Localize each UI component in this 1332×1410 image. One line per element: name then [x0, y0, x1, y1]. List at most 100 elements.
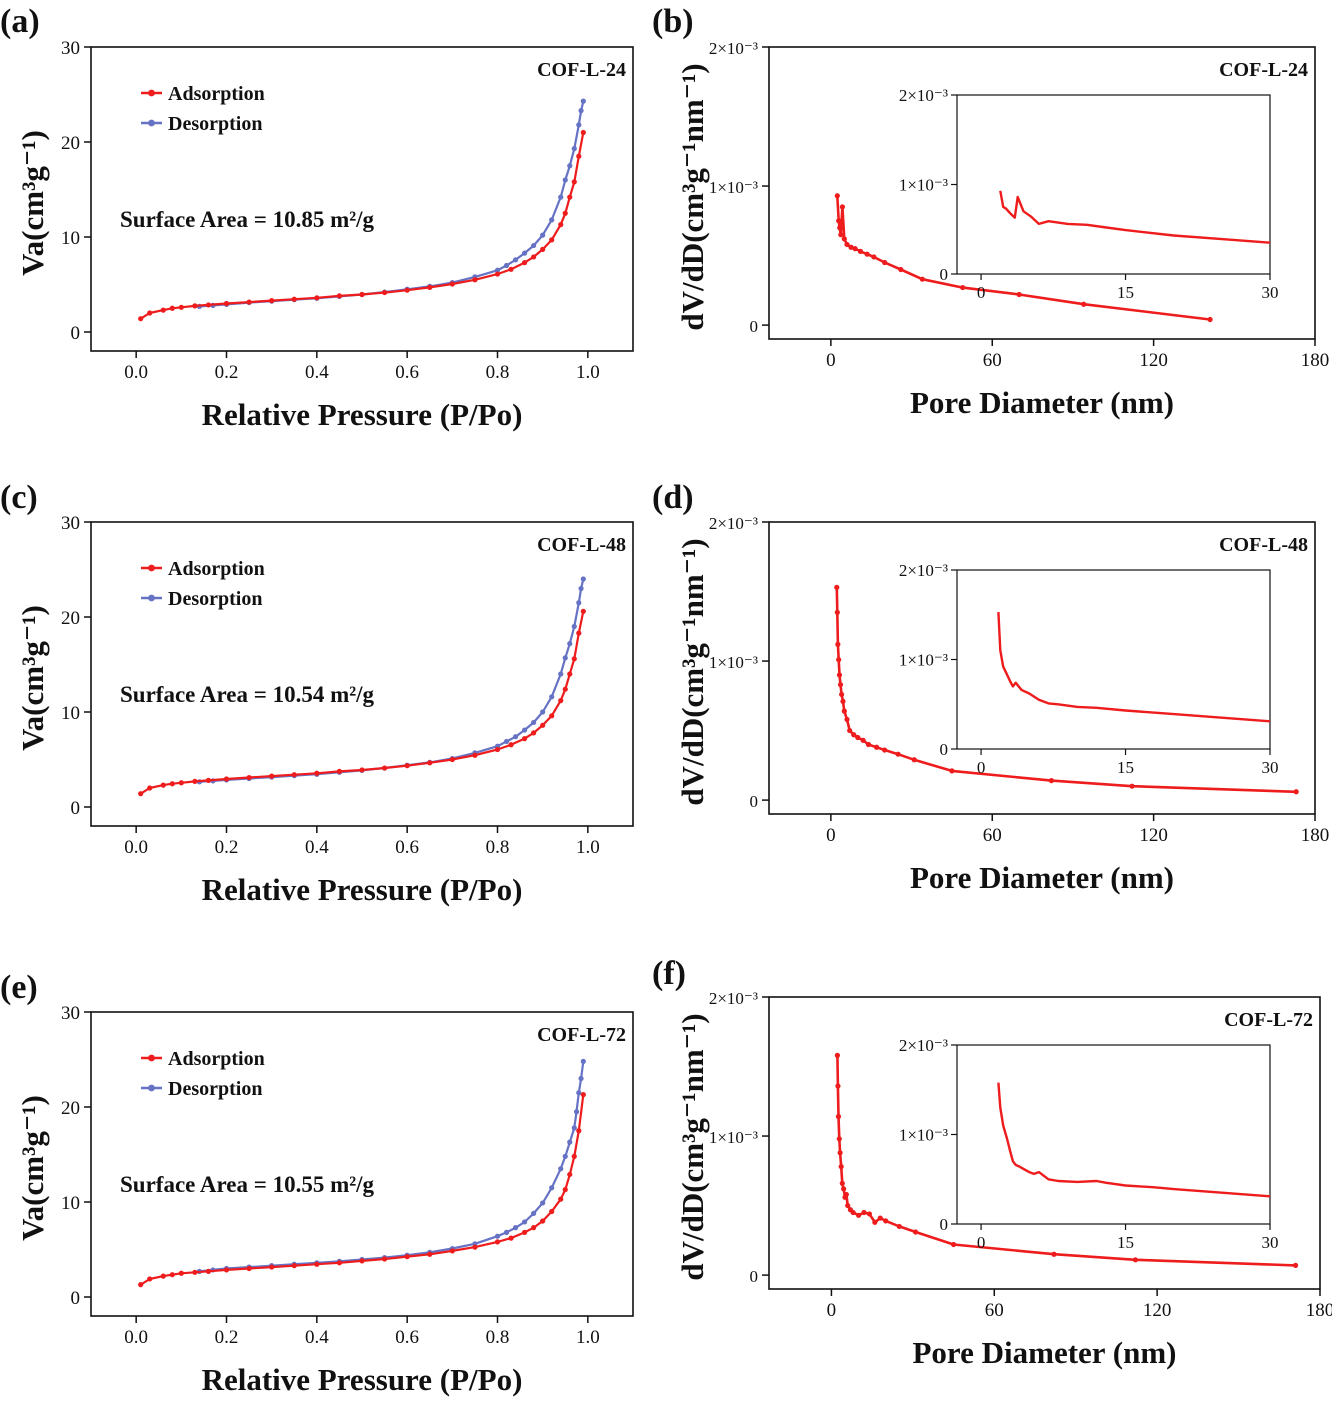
desorption-point: [580, 576, 586, 582]
panel-label: (d): [652, 479, 694, 516]
legend: Adsorption Desorption: [141, 83, 265, 135]
adsorption-point: [540, 246, 546, 252]
pore-size-distribution-point: [844, 716, 850, 723]
y-tick-label: 2×10⁻³: [709, 989, 758, 1008]
desorption-point: [549, 217, 555, 223]
adsorption-point: [571, 1153, 577, 1159]
adsorption-point: [138, 316, 144, 322]
adsorption-point: [205, 1268, 212, 1274]
pore-size-distribution-point: [847, 727, 853, 734]
inset-pore-size-distribution-line: [997, 612, 1271, 723]
panel-f: (f) 0 60 120 180 0 1×10⁻³ 2×10⁻³ Pore Diameter (…: [652, 955, 1332, 1370]
adsorption-point: [567, 1171, 573, 1178]
desorption-point: [522, 1219, 528, 1225]
adsorption-point: [562, 210, 568, 216]
legend-label: Adsorption: [168, 558, 265, 580]
x-axis-title: Pore Diameter (nm): [913, 1335, 1177, 1370]
pore-size-distribution-point: [837, 682, 844, 688]
adsorption-point: [169, 305, 175, 311]
inset-y-tick-label: 0: [940, 1215, 949, 1234]
inset-x-tick-label: 0: [977, 283, 986, 302]
pore-size-distribution-point: [851, 732, 857, 738]
adsorption-point: [427, 1251, 433, 1257]
desorption-point: [522, 727, 528, 733]
pore-size-distribution-point: [834, 193, 840, 199]
pore-size-distribution-point: [845, 1202, 851, 1209]
desorption-point: [540, 232, 546, 238]
adsorption-point: [178, 780, 184, 786]
adsorption-point: [449, 756, 455, 763]
y-tick-label: 10: [61, 703, 80, 724]
pore-size-distribution-point: [960, 284, 966, 291]
desorption-point: [531, 242, 537, 249]
adsorption-point: [314, 1261, 320, 1267]
legend-swatch-marker: [148, 119, 155, 127]
desorption-point: [571, 623, 577, 630]
adsorption-point: [567, 194, 573, 200]
adsorption-point: [192, 778, 198, 784]
desorption-point: [576, 122, 582, 128]
x-tick-label: 120: [1139, 350, 1168, 371]
pore-size-distribution-point: [835, 641, 841, 647]
adsorption-point: [549, 1208, 555, 1215]
adsorption-point: [580, 608, 586, 614]
x-tick-label: 60: [983, 825, 1002, 846]
pore-size-distribution-point: [919, 276, 925, 282]
adsorption-point: [205, 777, 212, 784]
pore-size-distribution-point: [834, 584, 840, 590]
y-tick-label: 0: [71, 798, 81, 819]
x-tick-label: 60: [985, 1300, 1004, 1321]
x-tick-label: 0.4: [305, 837, 329, 858]
x-tick-label: 0.2: [215, 837, 239, 858]
pore-size-distribution-point: [911, 757, 917, 763]
adsorption-point: [223, 776, 230, 782]
adsorption-point: [531, 730, 537, 736]
pore-size-distribution-point: [882, 747, 888, 753]
desorption-point: [571, 1125, 577, 1131]
adsorption-point: [138, 791, 144, 797]
y-tick-label: 1×10⁻³: [709, 1128, 758, 1147]
adsorption-point: [314, 295, 320, 301]
inset-frame: [956, 94, 1271, 275]
adsorption-point: [336, 1260, 343, 1266]
adsorption-point: [291, 296, 297, 302]
x-tick-label: 1.0: [576, 1327, 600, 1348]
panel-label: (b): [652, 3, 694, 40]
x-tick-label: 0.8: [486, 1327, 510, 1348]
pore-size-distribution-point: [860, 737, 866, 743]
pore-size-distribution-point: [864, 251, 870, 257]
y-tick-label: 20: [61, 608, 80, 629]
inset-x-tick-label: 15: [1117, 758, 1134, 777]
y-tick-label: 30: [61, 1003, 80, 1024]
y-axis-title: dV/dD(cm³g⁻¹nm⁻¹): [675, 63, 710, 330]
pore-size-distribution-point: [1292, 1262, 1299, 1268]
adsorption-point: [359, 291, 365, 298]
x-axis-title: Relative Pressure (P/Po): [202, 397, 523, 432]
x-tick-label: 0.6: [395, 1327, 419, 1348]
panel-d: (d) 0 60 120 180 0 1×10⁻³ 2×10⁻³ Pore Diameter (…: [652, 479, 1329, 895]
legend-label: Adsorption: [168, 83, 265, 105]
panel-a: (a) 0.0 0.2 0.4 0.6 0.8 1.0 0 10 20 30 Relative Pre…: [0, 3, 634, 432]
desorption-point: [580, 1058, 586, 1064]
adsorption-point: [580, 1092, 586, 1098]
x-axis-title: Relative Pressure (P/Po): [202, 1362, 523, 1397]
desorption-point: [567, 1139, 573, 1145]
adsorption-point: [291, 772, 297, 778]
adsorption-point: [404, 763, 410, 769]
legend-swatch-marker: [148, 1084, 155, 1092]
adsorption-point: [169, 781, 175, 787]
x-tick-label: 1.0: [576, 362, 600, 383]
pore-size-distribution-point: [841, 236, 847, 242]
inset-x-tick-label: 0: [977, 1233, 986, 1252]
adsorption-point: [359, 767, 365, 773]
pore-size-distribution-point: [877, 1215, 883, 1221]
y-tick-label: 0: [750, 1267, 759, 1286]
pore-size-distribution-point: [873, 744, 880, 750]
adsorption-point: [567, 671, 573, 677]
adsorption-point: [147, 310, 153, 316]
adsorption-point: [494, 271, 501, 277]
plot-frame: [768, 46, 1316, 340]
adsorption-point: [494, 746, 501, 753]
pore-size-distribution-point: [840, 698, 846, 704]
